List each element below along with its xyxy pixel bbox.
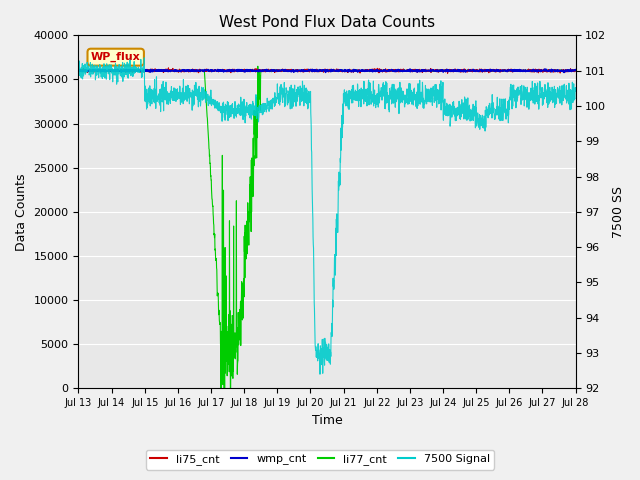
Y-axis label: Data Counts: Data Counts	[15, 173, 28, 251]
X-axis label: Time: Time	[312, 414, 342, 427]
Text: WP_flux: WP_flux	[91, 52, 141, 62]
Legend: li75_cnt, wmp_cnt, li77_cnt, 7500 Signal: li75_cnt, wmp_cnt, li77_cnt, 7500 Signal	[146, 450, 494, 469]
Title: West Pond Flux Data Counts: West Pond Flux Data Counts	[219, 15, 435, 30]
Y-axis label: 7500 SS: 7500 SS	[612, 186, 625, 238]
